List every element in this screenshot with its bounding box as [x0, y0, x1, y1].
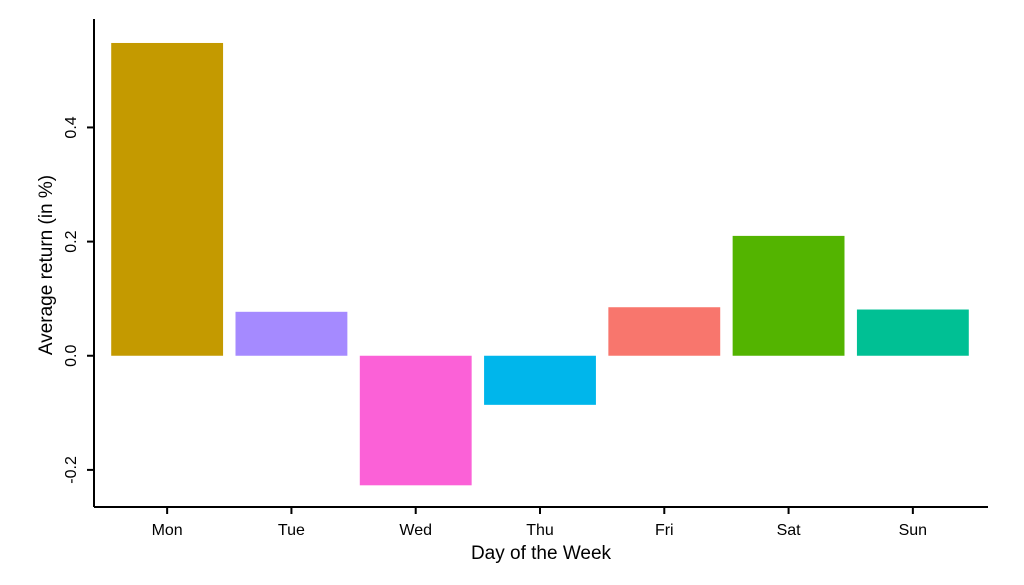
- x-axis-title: Day of the Week: [471, 543, 612, 564]
- x-tick-label-tue: Tue: [278, 522, 305, 539]
- y-axis-title: Average return (in %): [36, 175, 57, 355]
- bar-wed: [359, 355, 472, 486]
- x-ticks-group: Mon Tue Wed Thu Fri Sat Sun: [152, 507, 927, 539]
- bar-tue: [235, 311, 348, 356]
- x-tick-label-sat: Sat: [777, 522, 802, 539]
- y-tick-label: 0.4: [63, 116, 80, 138]
- bar-sun: [856, 309, 969, 356]
- y-ticks-group: -0.2 0.0 0.2 0.4: [63, 116, 94, 484]
- y-tick-label: 0.0: [63, 345, 80, 367]
- x-tick-label-sun: Sun: [899, 522, 927, 539]
- x-tick-label-fri: Fri: [655, 522, 674, 539]
- x-tick-label-wed: Wed: [399, 522, 432, 539]
- x-tick-label-mon: Mon: [152, 522, 183, 539]
- bar-thu: [484, 355, 596, 405]
- x-tick-label-thu: Thu: [526, 522, 554, 539]
- bars-group: [111, 42, 969, 486]
- y-tick-label: 0.2: [63, 230, 80, 252]
- y-tick-label: -0.2: [63, 456, 80, 484]
- bar-sat: [732, 235, 845, 356]
- bar-fri: [608, 307, 721, 356]
- bar-mon: [111, 42, 224, 356]
